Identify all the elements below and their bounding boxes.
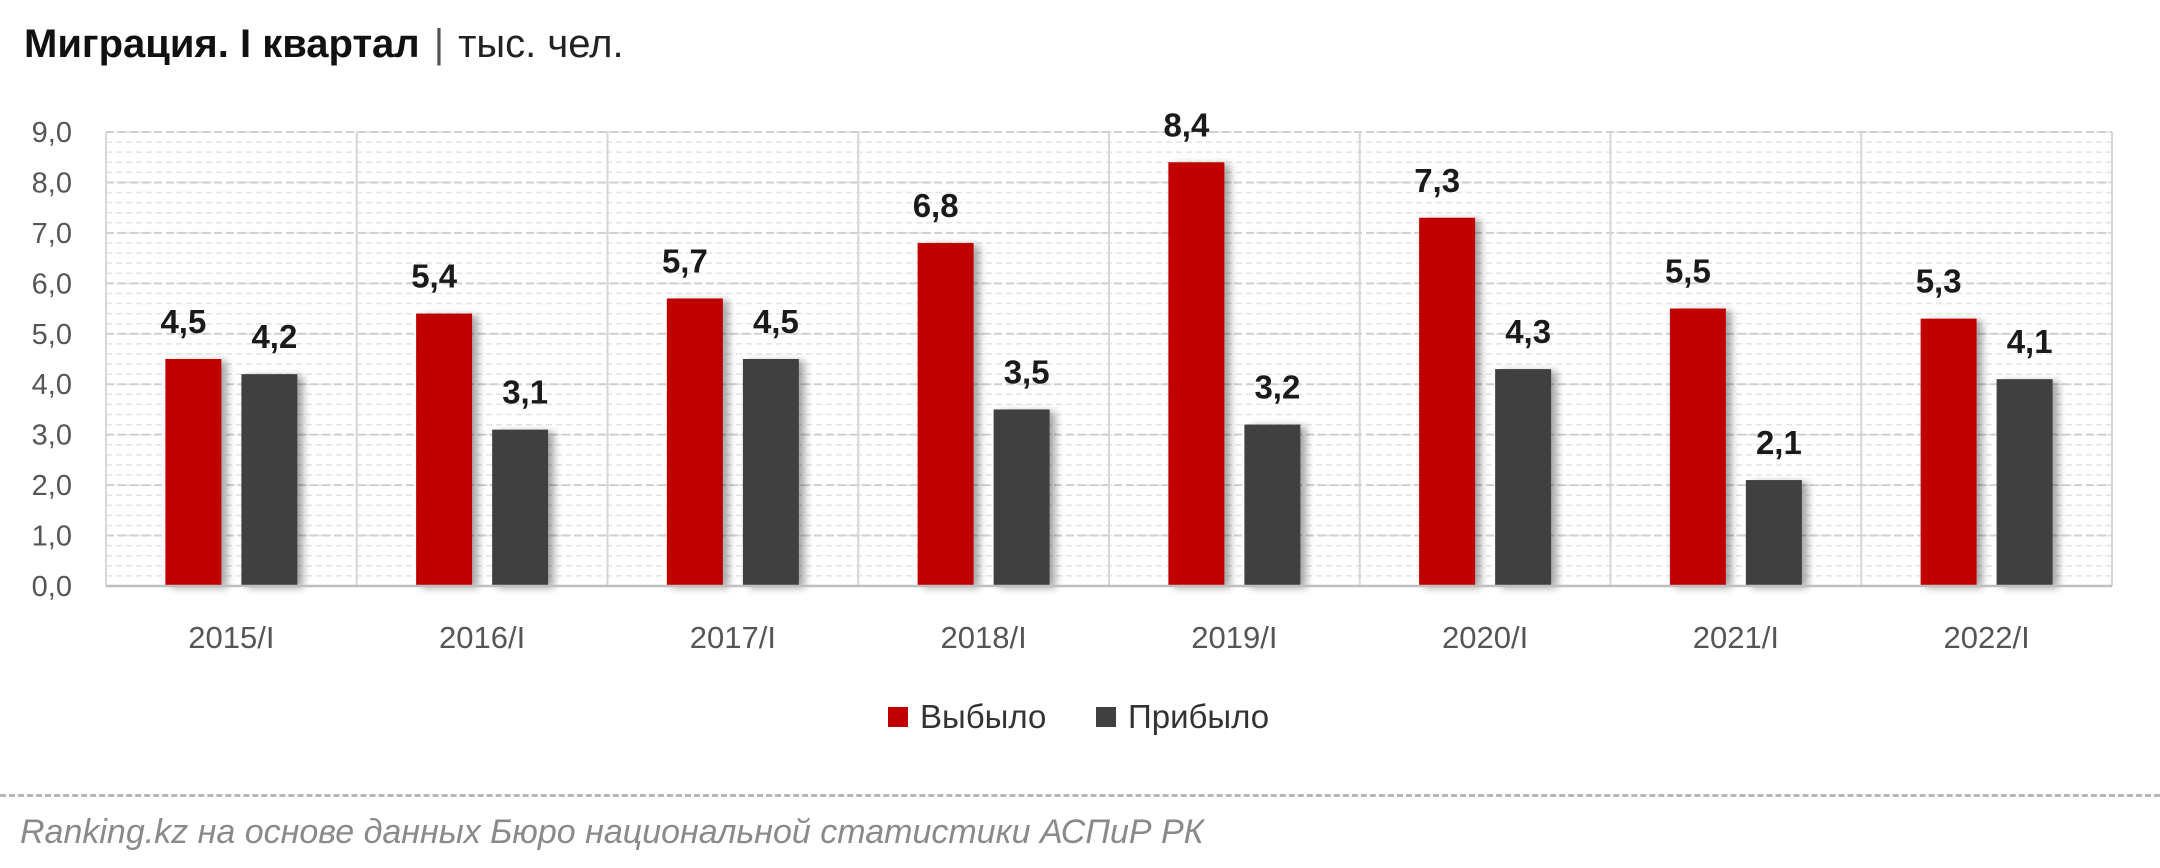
value-label-arrived: 4,5 [753,303,799,340]
x-tick-label: 2015/I [188,620,274,655]
value-label-departed: 4,5 [160,303,206,340]
data-labels: 4,5 4,2 5,4 3,1 5,7 4,5 6,8 3,5 8,4 3,2 7,3 4,3 5,5 2… [160,106,2052,461]
y-tick-label: 6,0 [32,268,72,300]
bar-arrived [742,359,799,586]
bar-departed [165,359,222,586]
value-label-departed: 7,3 [1414,162,1460,199]
source-note: Ranking.kz на основе данных Бюро национа… [20,813,1204,851]
y-tick-label: 2,0 [32,470,72,502]
chart-title: Миграция. I квартал | тыс. чел. [24,14,624,74]
chart-title-text: Миграция. I квартал [24,22,420,66]
bar-departed [917,242,974,586]
value-label-arrived: 4,1 [2007,323,2053,360]
value-label-departed: 6,8 [913,187,959,224]
x-axis: 2015/I 2016/I 2017/I 2018/I 2019/I 2020/I 2021… [106,584,2112,655]
y-tick-label: 8,0 [32,167,72,199]
value-label-departed: 5,5 [1665,253,1711,290]
chart-unit: тыс. чел. [458,22,624,66]
y-tick-label: 9,0 [32,117,72,149]
legend-swatch-arrived [1096,707,1116,727]
legend-label-arrived: Прибыло [1128,698,1269,735]
bar-arrived [241,374,298,586]
bar-arrived [492,429,549,586]
title-separator: | [433,22,445,66]
value-label-arrived: 3,2 [1254,369,1300,406]
legend-swatch-departed [888,707,908,727]
value-label-departed: 8,4 [1163,106,1210,143]
bar-chart: 0,0 1,0 2,0 3,0 4,0 5,0 6,0 7,0 8,0 9,0 4,5 4,2 5,4… [32,106,2113,735]
y-tick-label: 7,0 [32,218,72,250]
value-label-arrived: 4,3 [1505,313,1551,350]
x-tick-label: 2018/I [941,620,1027,655]
bars [165,162,2053,586]
x-tick-label: 2021/I [1693,620,1779,655]
value-label-arrived: 3,1 [502,374,548,411]
y-axis: 0,0 1,0 2,0 3,0 4,0 5,0 6,0 7,0 8,0 9,0 [32,117,72,603]
bar-arrived [1996,379,2053,586]
bar-arrived [1495,369,1552,586]
legend: Выбыло Прибыло [888,698,1269,735]
bar-departed [1168,162,1225,586]
legend-label-departed: Выбыло [920,698,1046,735]
value-label-arrived: 4,2 [251,318,297,355]
bar-departed [1669,308,1726,586]
x-tick-label: 2016/I [439,620,525,655]
grid-lines [105,131,2113,587]
bar-arrived [993,409,1050,586]
value-label-departed: 5,7 [662,242,708,279]
bar-departed [666,298,723,586]
y-tick-label: 5,0 [32,319,72,351]
x-tick-label: 2020/I [1442,620,1528,655]
value-label-arrived: 2,1 [1756,424,1802,461]
x-tick-label: 2019/I [1191,620,1277,655]
bar-arrived [1745,480,1802,586]
x-tick-label: 2022/I [1944,620,2030,655]
value-label-departed: 5,3 [1916,263,1962,300]
bar-departed [1419,217,1476,586]
bar-arrived [1244,424,1301,586]
footer-divider [0,794,2160,797]
y-tick-label: 3,0 [32,420,72,452]
value-label-departed: 5,4 [411,258,458,295]
y-tick-label: 0,0 [32,571,72,603]
y-tick-label: 1,0 [32,521,72,553]
bar-departed [1920,318,1977,586]
y-tick-label: 4,0 [32,369,72,401]
bar-departed [416,313,473,586]
x-tick-label: 2017/I [690,620,776,655]
value-label-arrived: 3,5 [1004,353,1050,390]
